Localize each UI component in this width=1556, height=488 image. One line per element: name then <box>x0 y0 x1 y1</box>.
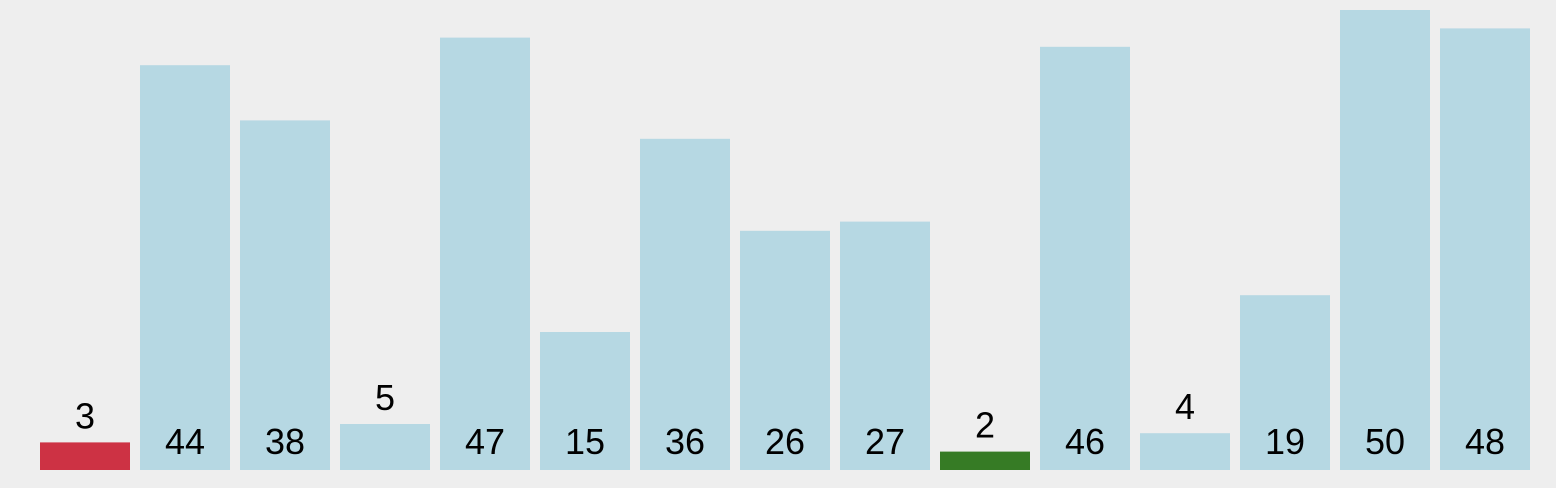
labels-group: 3 44 38 5 47 15 36 26 27 2 46 4 19 50 48 <box>75 377 1505 462</box>
bar-13 <box>1240 295 1330 470</box>
bar-label-2: 44 <box>165 421 205 462</box>
bar-label-5: 47 <box>465 421 505 462</box>
bar-label-7: 36 <box>665 421 705 462</box>
bar-2 <box>140 65 230 470</box>
bar-15 <box>1440 28 1530 471</box>
bar-3 <box>240 120 330 471</box>
bar-label-9: 27 <box>865 421 905 462</box>
bar-1 <box>40 442 130 470</box>
bar-label-6: 15 <box>565 421 605 462</box>
bar-label-4: 5 <box>375 377 395 418</box>
bar-12 <box>1140 433 1230 470</box>
bar-5 <box>440 37 530 470</box>
bars-group <box>40 10 1530 471</box>
bar-8 <box>740 230 830 470</box>
bar-label-8: 26 <box>765 421 805 462</box>
bar-label-14: 50 <box>1365 421 1405 462</box>
bar-label-12: 4 <box>1175 386 1195 427</box>
bar-label-10: 2 <box>975 405 995 446</box>
bar-label-3: 38 <box>265 421 305 462</box>
bar-label-1: 3 <box>75 395 95 436</box>
bar-label-15: 48 <box>1465 421 1505 462</box>
bar-6 <box>540 332 630 470</box>
bar-label-11: 46 <box>1065 421 1105 462</box>
bar-4 <box>340 424 430 470</box>
bar-10 <box>940 451 1030 470</box>
bar-label-13: 19 <box>1265 421 1305 462</box>
bar-11 <box>1040 46 1130 471</box>
bar-9 <box>840 221 930 470</box>
bar-14 <box>1340 10 1430 470</box>
bar-7 <box>640 138 730 471</box>
